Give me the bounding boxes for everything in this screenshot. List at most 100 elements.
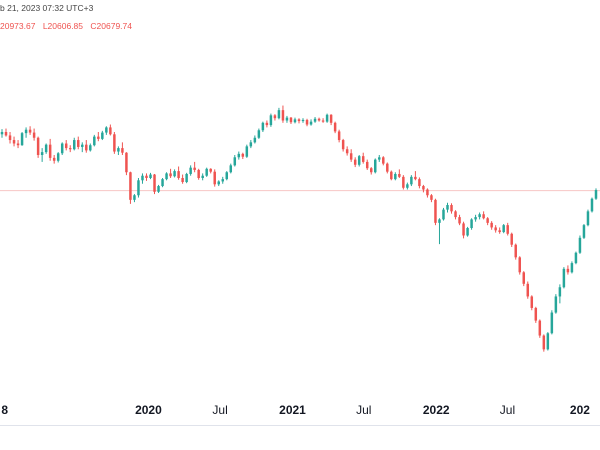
candle-body	[325, 114, 329, 122]
candle-body	[378, 157, 381, 160]
candle	[321, 118, 325, 123]
candle-body	[165, 173, 168, 180]
candle-body	[446, 205, 449, 210]
candle	[245, 144, 249, 158]
candle-body	[24, 129, 28, 134]
candle-body	[558, 287, 562, 297]
candle-body	[562, 268, 566, 288]
candle	[341, 138, 345, 152]
candle-body	[361, 156, 365, 162]
candle-body	[101, 132, 104, 139]
candle-body	[494, 227, 497, 231]
candle	[133, 194, 136, 203]
candle-body	[97, 136, 100, 139]
candle-body	[538, 320, 542, 336]
candle-body	[394, 173, 397, 180]
candle	[109, 124, 112, 136]
candle	[16, 140, 20, 149]
candle-body	[414, 176, 417, 180]
candle-body	[353, 159, 357, 165]
candle-body	[189, 167, 192, 174]
candle-body	[374, 159, 377, 173]
candle	[357, 155, 361, 167]
candle-body	[297, 119, 301, 122]
candle	[530, 295, 534, 311]
candle	[434, 198, 437, 226]
candle	[20, 132, 24, 146]
candle-body	[229, 165, 233, 173]
candle-body	[237, 153, 241, 158]
candle	[161, 178, 164, 188]
candle-body	[486, 218, 489, 223]
candle-body	[273, 115, 277, 119]
candle-body	[382, 157, 385, 164]
candle-body	[566, 268, 570, 273]
ohlc-values: 20973.67 L20606.85 C20679.74	[0, 21, 137, 31]
time-axis[interactable]: 8 2020 Jul 2021 Jul 2022 Jul 202	[1, 403, 590, 417]
candle	[474, 214, 477, 222]
candle-body	[522, 272, 526, 284]
candle	[281, 105, 285, 123]
candle-body	[442, 209, 445, 220]
candle-body	[574, 252, 578, 264]
candle-body	[309, 121, 313, 125]
candle	[265, 120, 269, 128]
candle	[68, 145, 72, 153]
x-tick-label: 8	[1, 403, 8, 417]
candle	[60, 142, 64, 155]
candle	[446, 202, 449, 213]
candle	[269, 113, 273, 127]
candle-body	[434, 199, 437, 223]
candle-body	[93, 136, 96, 146]
x-tick-label: 202	[570, 403, 590, 417]
candle	[510, 232, 513, 247]
candle-body	[85, 144, 88, 151]
candle-body	[582, 225, 586, 238]
candle	[249, 140, 253, 149]
candle-body	[534, 307, 538, 321]
candle-body	[269, 115, 273, 126]
candle-body	[466, 228, 469, 236]
ohlc-header: b 21, 2023 07:32 UTC+3 20973.67 L20606.8…	[0, 0, 600, 40]
candle	[398, 169, 401, 178]
candle	[337, 129, 341, 143]
candle-body	[161, 179, 164, 187]
candle	[237, 151, 241, 160]
candle-body	[482, 214, 485, 219]
candle	[173, 169, 176, 178]
candle	[566, 265, 570, 275]
candle	[177, 166, 180, 180]
candle-body	[402, 176, 405, 188]
candle	[0, 129, 4, 138]
candle-body	[317, 118, 321, 121]
candle	[40, 148, 44, 162]
candle-body	[129, 172, 132, 200]
candle-body	[470, 219, 473, 229]
candle	[378, 155, 381, 162]
candles-layer	[0, 105, 598, 352]
candle	[225, 171, 229, 181]
candle-body	[81, 144, 84, 147]
candle	[141, 173, 144, 184]
ohlc-value-open: 20973.67	[0, 21, 36, 31]
candle	[382, 156, 385, 166]
candle-body	[185, 173, 188, 183]
candle	[450, 203, 453, 214]
candle-body	[177, 171, 180, 178]
ohlc-value-close: C20679.74	[90, 21, 132, 31]
candle-body	[133, 195, 136, 200]
candle	[502, 224, 505, 234]
candle	[562, 267, 566, 289]
candle	[117, 146, 120, 155]
candle	[113, 132, 116, 154]
candle	[594, 188, 598, 200]
candle-body	[586, 211, 590, 226]
candle-body	[542, 335, 546, 350]
candle-body	[578, 237, 582, 253]
candle-body	[349, 153, 353, 160]
candle-body	[64, 143, 68, 149]
candle	[430, 194, 433, 203]
candle-body	[213, 171, 216, 185]
candle	[418, 177, 421, 189]
